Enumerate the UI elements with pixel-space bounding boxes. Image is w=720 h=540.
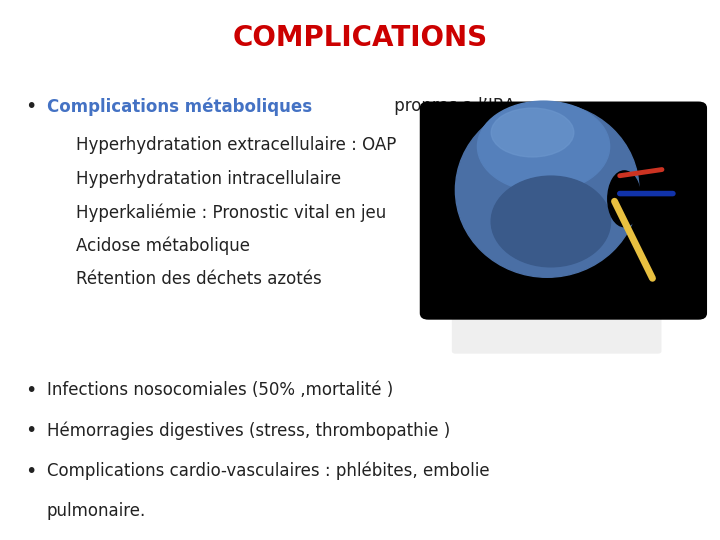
Text: Hyperhydratation extracellulaire : OAP: Hyperhydratation extracellulaire : OAP [76,136,396,154]
Ellipse shape [608,171,641,227]
Text: propres a l’IRA: propres a l’IRA [389,97,515,115]
Text: Hyperhydratation intracellulaire: Hyperhydratation intracellulaire [76,170,341,187]
Text: Rétention des déchets azotés: Rétention des déchets azotés [76,270,321,288]
FancyBboxPatch shape [420,102,707,320]
Ellipse shape [456,103,639,278]
FancyArrowPatch shape [620,170,662,176]
Ellipse shape [491,108,574,157]
Ellipse shape [491,176,611,267]
Text: pulmonaire.: pulmonaire. [47,502,146,520]
Text: Infections nosocomiales (50% ,mortalité ): Infections nosocomiales (50% ,mortalité … [47,381,393,399]
Text: Complications cardio-vasculaires : phlébites, embolie: Complications cardio-vasculaires : phléb… [47,462,490,480]
FancyArrowPatch shape [615,201,652,278]
Text: •: • [25,421,37,440]
Text: Complications métaboliques: Complications métaboliques [47,97,312,116]
Text: •: • [25,97,37,116]
Text: COMPLICATIONS: COMPLICATIONS [233,24,487,52]
Text: •: • [25,462,37,481]
Ellipse shape [477,101,610,192]
Text: Hémorragies digestives (stress, thrombopathie ): Hémorragies digestives (stress, thrombop… [47,421,450,440]
Text: •: • [25,381,37,400]
Text: Acidose métabolique: Acidose métabolique [76,237,250,255]
Text: Hyperkaliémie : Pronostic vital en jeu: Hyperkaliémie : Pronostic vital en jeu [76,203,386,221]
FancyBboxPatch shape [452,313,662,354]
